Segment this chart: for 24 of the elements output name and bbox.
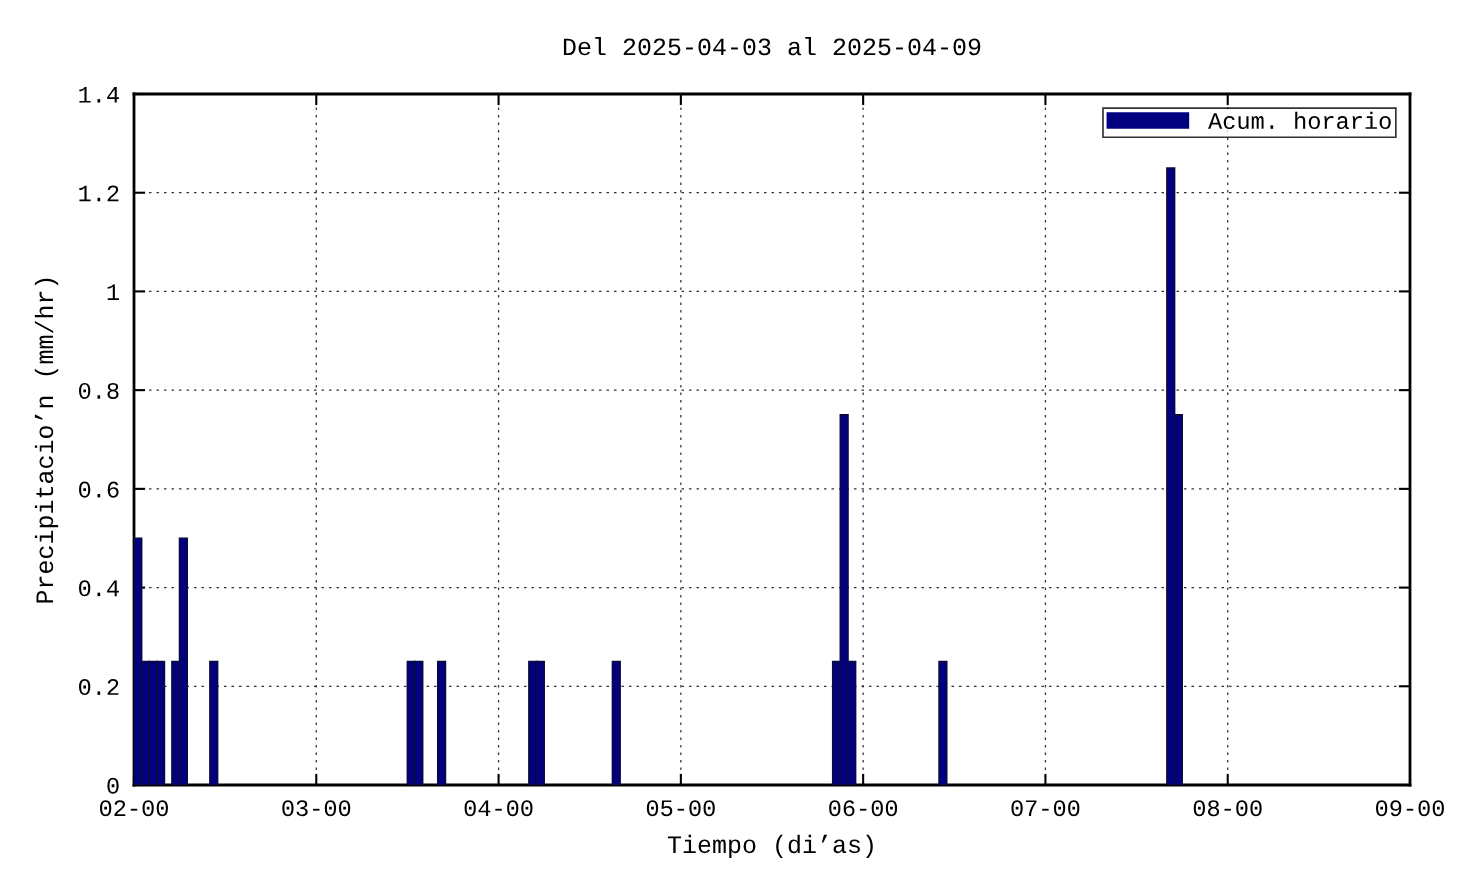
x-tick-label: 08-00 [1193,800,1262,817]
x-tick-label: 03-00 [282,800,351,817]
y-tick-label: 1.2 [79,185,119,202]
bar [611,660,621,785]
y-tick-label: 0.2 [79,679,119,696]
x-tick-label: 09-00 [1376,800,1444,817]
y-tick-label: 1.4 [79,87,119,103]
y-tick-label: 0 [107,777,119,794]
x-axis-title: Tiempo (di’as) [667,834,873,859]
bar [436,660,447,785]
legend-label: Acum. horario [1208,111,1391,130]
bar [938,660,948,785]
y-axis-title: Precipitacio’n (mm/hr) [34,278,59,603]
x-tick-label: 07-00 [1011,800,1080,817]
x-tick-label: 06-00 [829,800,898,817]
y-tick-label: 0.4 [79,580,119,597]
y-tick-label: 1 [107,284,119,300]
x-tick-label: 05-00 [646,800,715,817]
chart-title: Del 2025-04-03 al 2025-04-09 [563,36,981,56]
bar [209,660,219,785]
y-tick-label: 0.6 [79,481,119,498]
x-tick-label: 02-00 [100,800,168,817]
y-tick-label: 0.8 [79,382,119,399]
x-tick-label: 04-00 [464,800,533,817]
